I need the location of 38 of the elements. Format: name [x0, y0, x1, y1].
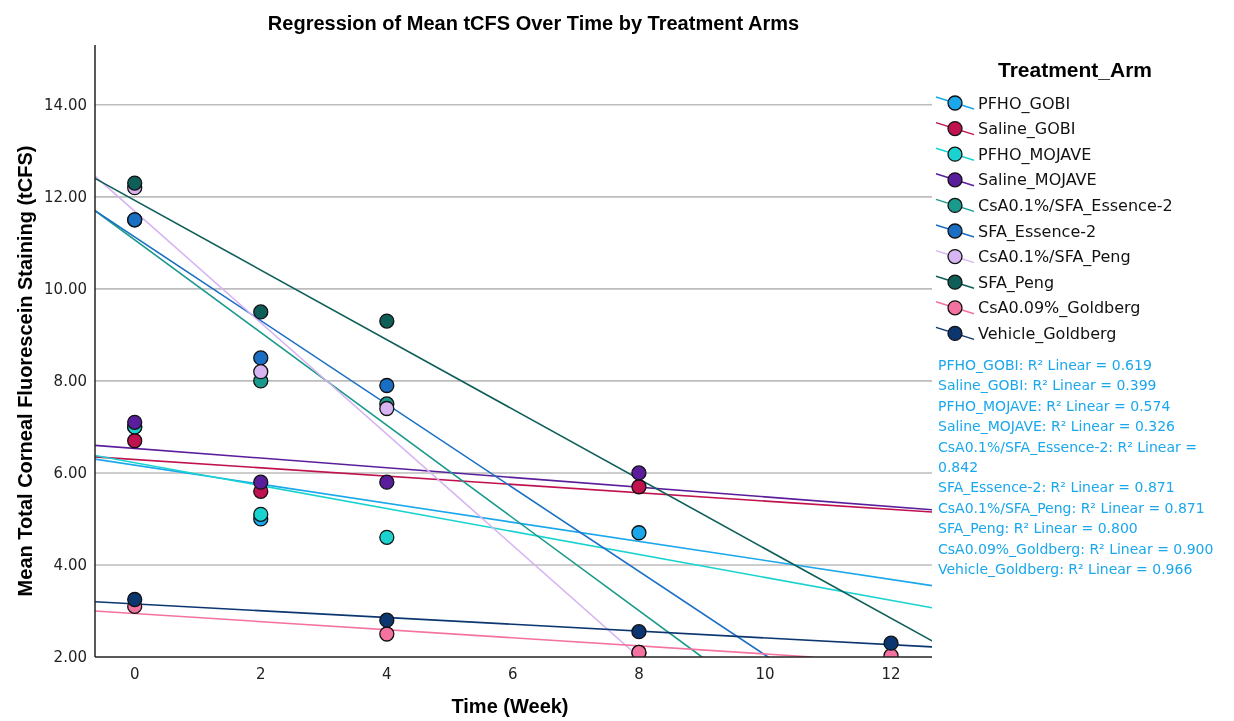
text: CsA0.1%/SFA_Peng: R² Linear = 0.871 — [938, 499, 1205, 516]
chart-title: Regression of Mean tCFS Over Time by Treatment Arms — [267, 12, 800, 34]
x-tick-label: 8 — [634, 665, 644, 683]
text: CsA0.1%/SFA_Essence-2: R² Linear = 0.842 — [938, 438, 1197, 475]
x-tick-label: 2 — [255, 665, 266, 683]
text: Vehicle_Goldberg: R² Linear = 0.966 — [938, 561, 1193, 577]
x-tick-label: 6 — [508, 665, 518, 683]
text: Saline_GOBI: R² Linear = 0.399 — [938, 377, 1157, 394]
legend-label: Saline_GOBI — [978, 119, 1076, 140]
y-tick-label: 4.00 — [53, 556, 87, 575]
legend-label: Saline_MOJAVE — [978, 170, 1097, 191]
legend-label: SFA_Essence-2 — [978, 221, 1097, 242]
text: PFHO_MOJAVE: R² Linear = 0.574 — [938, 397, 1171, 414]
legend-label: PFHO_GOBI — [978, 93, 1071, 114]
text: SFA_Peng: R² Linear = 0.800 — [938, 520, 1138, 537]
legend-label: Vehicle_Goldberg — [978, 324, 1117, 344]
legend-label: CsA0.1%/SFA_Essence-2 — [978, 196, 1173, 216]
x-tick-label: 0 — [129, 665, 140, 683]
y-tick-label: 14.00 — [44, 96, 87, 115]
x-tick-label: 10 — [755, 665, 775, 683]
text: PFHO_GOBI: R² Linear = 0.619 — [938, 357, 1152, 373]
text: Saline_MOJAVE: R² Linear = 0.326 — [938, 418, 1176, 435]
text: CsA0.09%_Goldberg: R² Linear = 0.900 — [938, 540, 1214, 557]
x-tick-label: 4 — [382, 665, 392, 683]
legend-label: CsA0.1%/SFA_Peng — [978, 247, 1131, 268]
y-tick-label: 8.00 — [53, 372, 87, 391]
y-tick-label: 12.00 — [44, 188, 87, 207]
y-tick-label: 6.00 — [53, 464, 87, 483]
y-axis-title: Mean Total Corneal Fluorescein Staining (tCFS) — [14, 145, 36, 597]
x-axis-title: Time (Week) — [451, 695, 569, 717]
x-tick-label: 12 — [881, 665, 901, 683]
y-tick-label: 2.00 — [53, 648, 87, 667]
legend-label: SFA_Peng — [978, 272, 1055, 293]
legend-label: CsA0.09%_Goldberg — [978, 298, 1141, 319]
legend-title: Treatment_Arm — [997, 58, 1153, 81]
legend-label: PFHO_MOJAVE — [978, 144, 1092, 165]
text: SFA_Essence-2: R² Linear = 0.871 — [938, 479, 1175, 496]
y-tick-label: 10.00 — [44, 280, 87, 299]
